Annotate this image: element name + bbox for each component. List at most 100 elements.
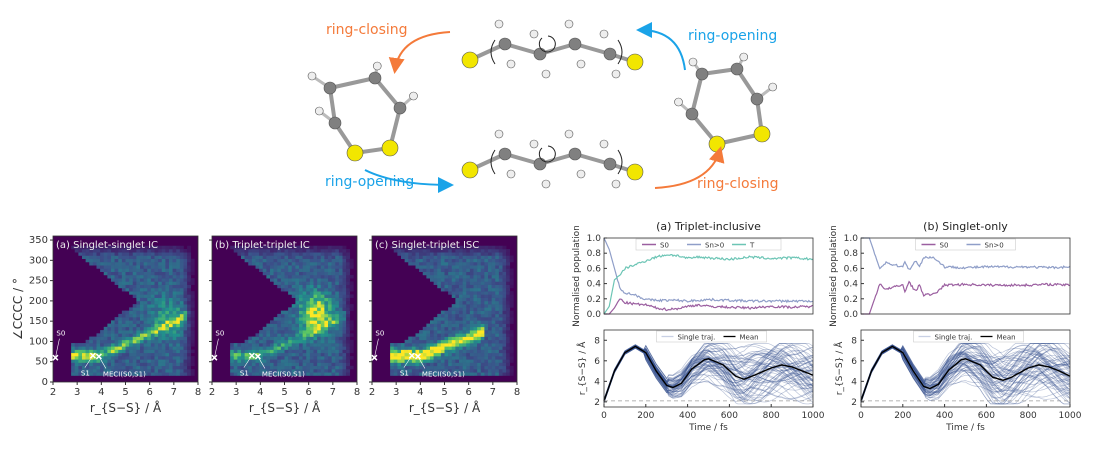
- heatmap-cell: [459, 304, 463, 308]
- heatmap-cell: [121, 362, 126, 367]
- heatmap-cell: [401, 365, 405, 370]
- heatmap-cell: [295, 248, 300, 253]
- heatmap-cell: [422, 339, 427, 344]
- heatmap-cell: [324, 313, 329, 318]
- heatmap-cell: [491, 294, 496, 298]
- heatmap-cell: [430, 352, 434, 357]
- heatmap-cell: [477, 245, 482, 250]
- heatmap-cell: [299, 352, 303, 357]
- heatmap-cell: [136, 287, 141, 292]
- heatmap-cell: [100, 265, 105, 269]
- heatmap-cell: [121, 255, 126, 260]
- heatmap-cell: [291, 268, 296, 272]
- heatmap-cell: [280, 359, 285, 363]
- heatmap-cell: [451, 339, 456, 344]
- heatmap-cell: [484, 291, 489, 295]
- heatmap-cell: [266, 323, 271, 328]
- heatmap-cell: [114, 281, 119, 285]
- heatmap-cell: [230, 343, 235, 347]
- heatmap-cell: [244, 362, 249, 367]
- heatmap-cell: [506, 362, 511, 367]
- heatmap-cell: [154, 313, 159, 318]
- heatmap-cell: [169, 317, 173, 321]
- heatmap-cell: [498, 346, 503, 350]
- heatmap-cell: [273, 333, 278, 337]
- x-axis-label: Time / fs: [945, 423, 985, 433]
- heatmap-cell: [338, 300, 343, 305]
- heatmap-cell: [459, 356, 463, 360]
- heatmap-cell: [118, 261, 123, 266]
- heatmap-cell: [313, 255, 318, 260]
- heatmap-cell: [448, 307, 453, 311]
- heatmap-cell: [150, 245, 155, 250]
- legend-label: Mean: [740, 334, 759, 342]
- heatmap-cell: [136, 278, 141, 282]
- heatmap-cell: [92, 245, 97, 250]
- heatmap-cell: [306, 245, 311, 250]
- sulfur-atom: [346, 144, 364, 162]
- heatmap-cell: [266, 336, 271, 341]
- carbon-atom: [533, 157, 547, 171]
- heatmap-cell: [466, 333, 471, 337]
- heatmap-cell: [161, 326, 166, 331]
- heatmap-cell: [280, 268, 285, 272]
- heatmap-cell: [140, 365, 144, 370]
- heatmap-cell: [187, 320, 192, 324]
- heatmap-cell: [237, 365, 242, 370]
- heatmap-cell: [89, 369, 94, 373]
- heatmap-cell: [154, 346, 159, 350]
- heatmap-cell: [111, 274, 115, 279]
- heatmap-cell: [165, 268, 170, 272]
- heatmap-cell: [437, 365, 442, 370]
- heatmap-cell: [154, 300, 159, 305]
- heatmap-cell: [277, 281, 282, 285]
- rotation-arrow-icon: [538, 145, 556, 163]
- heatmap-cell: [147, 362, 152, 367]
- heatmap-cell: [466, 349, 471, 354]
- heatmap-cell: [291, 278, 296, 282]
- heatmap-cell: [317, 300, 322, 305]
- heatmap-cell: [331, 300, 336, 305]
- heatmap-cell: [462, 294, 467, 298]
- heatmap-cell: [277, 365, 282, 370]
- heatmap-cell: [306, 278, 311, 282]
- heatmap-cell: [262, 252, 267, 256]
- heatmap-cell: [132, 274, 137, 279]
- heatmap-cell: [96, 248, 101, 253]
- heatmap-cell: [82, 365, 86, 370]
- y-tick-label: 0.8: [587, 249, 602, 259]
- heatmap-cell: [440, 320, 445, 324]
- heatmap-cell: [100, 258, 105, 263]
- heatmap-cell: [147, 281, 152, 285]
- heatmap-cell: [488, 297, 492, 302]
- heatmap-cell: [295, 268, 300, 272]
- heatmap-cell: [140, 265, 144, 269]
- heatmap-cell: [132, 362, 137, 367]
- heatmap-cell: [462, 304, 467, 308]
- heatmap-cell: [462, 255, 467, 260]
- heatmap-cell: [277, 258, 282, 263]
- heatmap-cell: [437, 356, 442, 360]
- heatmap-cell: [129, 320, 134, 324]
- heatmap-cell: [313, 287, 318, 292]
- heatmap-cell: [118, 284, 123, 289]
- heatmap-cell: [259, 352, 264, 357]
- heatmap-cell: [331, 317, 336, 321]
- heatmap-cell: [150, 274, 155, 279]
- carbon-atom: [568, 147, 582, 161]
- heatmap-cell: [103, 336, 108, 341]
- heatmap-cell: [502, 317, 507, 321]
- heatmap-cell: [415, 258, 420, 263]
- heatmap-cell: [502, 339, 507, 344]
- heatmap-cell: [324, 278, 329, 282]
- heatmap-cell: [404, 362, 409, 367]
- heatmap-cell: [484, 258, 489, 263]
- heatmap-cell: [266, 252, 271, 256]
- heatmap-cell: [288, 307, 293, 311]
- heatmap-cell: [317, 343, 322, 347]
- heatmap-cell: [506, 333, 511, 337]
- heatmap-cell: [324, 245, 329, 250]
- heatmap-cell: [179, 245, 184, 250]
- heatmap-cell: [401, 362, 405, 367]
- heatmap-cell: [295, 356, 300, 360]
